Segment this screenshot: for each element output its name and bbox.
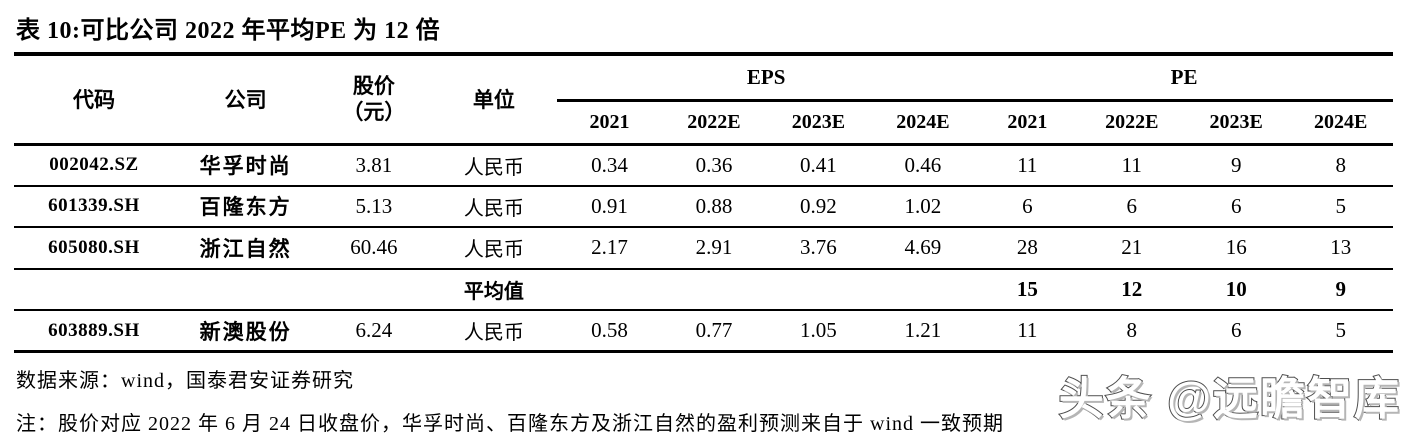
pe-2021-cell: 6 <box>975 185 1080 228</box>
pe-2024e-cell: 5 <box>1288 185 1393 228</box>
pe-2022e-cell: 8 <box>1079 310 1184 353</box>
group-header-pe: PE <box>975 56 1393 102</box>
eps-2023e-cell: 1.05 <box>766 310 871 353</box>
eps-2024e-cell: 1.02 <box>870 185 976 228</box>
pe-2021-cell: 11 <box>975 310 1080 353</box>
col-header-price-line1: 股价 <box>352 74 395 98</box>
pe-2023e-cell: 16 <box>1184 227 1289 270</box>
eps-2021-cell: 0.58 <box>557 310 662 353</box>
pe-year-2022e: 2022E <box>1079 100 1184 146</box>
unit-cell: 人民币 <box>430 185 558 228</box>
stock-price-cell: 5.13 <box>317 185 431 228</box>
table-row: 603889.SH 新澳股份 6.24 人民币 0.58 0.77 1.05 1… <box>14 310 1393 353</box>
pe-2023e-cell: 9 <box>1184 144 1289 187</box>
company-name-cell: 华孚时尚 <box>173 144 318 187</box>
col-header-unit: 单位 <box>430 56 558 146</box>
pe-2022e-cell: 6 <box>1079 185 1184 228</box>
group-header-eps: EPS <box>557 56 976 102</box>
pe-2024e-cell: 8 <box>1288 144 1393 187</box>
pe-2024e-cell: 13 <box>1288 227 1393 270</box>
pe-2022e-cell: 12 <box>1079 268 1184 311</box>
pe-2023e-cell: 6 <box>1184 185 1289 228</box>
company-name-cell <box>173 268 318 311</box>
stock-price-cell: 6.24 <box>317 310 431 353</box>
eps-2021-cell: 2.17 <box>557 227 662 270</box>
eps-2024e-cell: 1.21 <box>870 310 976 353</box>
pe-2024e-cell: 5 <box>1288 310 1393 353</box>
pe-year-2021: 2021 <box>975 100 1080 146</box>
eps-year-2021: 2021 <box>557 100 662 146</box>
table-header: 代码 公司 股价 （元） 单位 EPS PE 2021 2022E 2023E … <box>14 56 1393 146</box>
stock-code-cell <box>14 268 174 311</box>
table-row: 002042.SZ 华孚时尚 3.81 人民币 0.34 0.36 0.41 0… <box>14 144 1393 187</box>
unit-cell: 平均值 <box>430 268 558 311</box>
eps-year-2023e: 2023E <box>766 100 871 146</box>
eps-2023e-cell <box>766 268 871 311</box>
eps-2022e-cell: 0.88 <box>661 185 767 228</box>
eps-2024e-cell: 0.46 <box>870 144 976 187</box>
eps-2021-cell <box>557 268 662 311</box>
eps-2022e-cell: 0.36 <box>661 144 767 187</box>
watermark-text: 头条 @远瞻智库 <box>1058 372 1401 425</box>
pe-year-2024e: 2024E <box>1288 100 1393 146</box>
pe-2022e-cell: 21 <box>1079 227 1184 270</box>
eps-2023e-cell: 3.76 <box>766 227 871 270</box>
col-header-price-line2: （元） <box>342 100 406 125</box>
stock-code-cell: 605080.SH <box>14 227 174 270</box>
data-source-text: 数据来源：wind，国泰君安证券研究 <box>16 370 354 392</box>
col-header-price: 股价 （元） <box>317 56 431 146</box>
stock-code-cell: 603889.SH <box>14 310 174 353</box>
pe-2024e-cell: 9 <box>1288 268 1393 311</box>
eps-2022e-cell <box>661 268 767 311</box>
pe-year-2023e: 2023E <box>1184 100 1289 146</box>
eps-2024e-cell: 4.69 <box>870 227 976 270</box>
comparable-companies-table: 代码 公司 股价 （元） 单位 EPS PE 2021 2022E 2023E … <box>14 56 1393 353</box>
company-name-cell: 新澳股份 <box>173 310 318 353</box>
pe-2023e-cell: 6 <box>1184 310 1289 353</box>
stock-code-cell: 002042.SZ <box>14 144 174 187</box>
company-name-cell: 浙江自然 <box>173 227 318 270</box>
stock-code-cell: 601339.SH <box>14 185 174 228</box>
eps-2022e-cell: 0.77 <box>661 310 767 353</box>
table-row: 605080.SH 浙江自然 60.46 人民币 2.17 2.91 3.76 … <box>14 227 1393 270</box>
table-body: 002042.SZ 华孚时尚 3.81 人民币 0.34 0.36 0.41 0… <box>14 144 1393 353</box>
eps-2023e-cell: 0.92 <box>766 185 871 228</box>
eps-2021-cell: 0.91 <box>557 185 662 228</box>
pe-2021-cell: 28 <box>975 227 1080 270</box>
stock-price-cell <box>317 268 431 311</box>
eps-year-2024e: 2024E <box>870 100 976 146</box>
unit-cell: 人民币 <box>430 227 558 270</box>
stock-price-cell: 60.46 <box>317 227 431 270</box>
unit-cell: 人民币 <box>430 310 558 353</box>
pe-2023e-cell: 10 <box>1184 268 1289 311</box>
pe-2022e-cell: 11 <box>1079 144 1184 187</box>
eps-2022e-cell: 2.91 <box>661 227 767 270</box>
stock-price-cell: 3.81 <box>317 144 431 187</box>
eps-2021-cell: 0.34 <box>557 144 662 187</box>
eps-2023e-cell: 0.41 <box>766 144 871 187</box>
eps-year-2022e: 2022E <box>661 100 767 146</box>
col-header-company: 公司 <box>173 56 318 146</box>
table-row: 平均值 15 12 10 9 <box>14 268 1393 311</box>
table-row: 601339.SH 百隆东方 5.13 人民币 0.91 0.88 0.92 1… <box>14 185 1393 228</box>
table-title: 表 10:可比公司 2022 年平均PE 为 12 倍 <box>14 6 1393 56</box>
pe-2021-cell: 15 <box>975 268 1080 311</box>
header-row-groups: 代码 公司 股价 （元） 单位 EPS PE <box>14 56 1393 146</box>
unit-cell: 人民币 <box>430 144 558 187</box>
pe-2021-cell: 11 <box>975 144 1080 187</box>
eps-2024e-cell <box>870 268 976 311</box>
company-name-cell: 百隆东方 <box>173 185 318 228</box>
col-header-code: 代码 <box>14 56 174 146</box>
header-row-years: 2021 2022E 2023E 2024E 2021 2022E 2023E … <box>14 100 1393 146</box>
